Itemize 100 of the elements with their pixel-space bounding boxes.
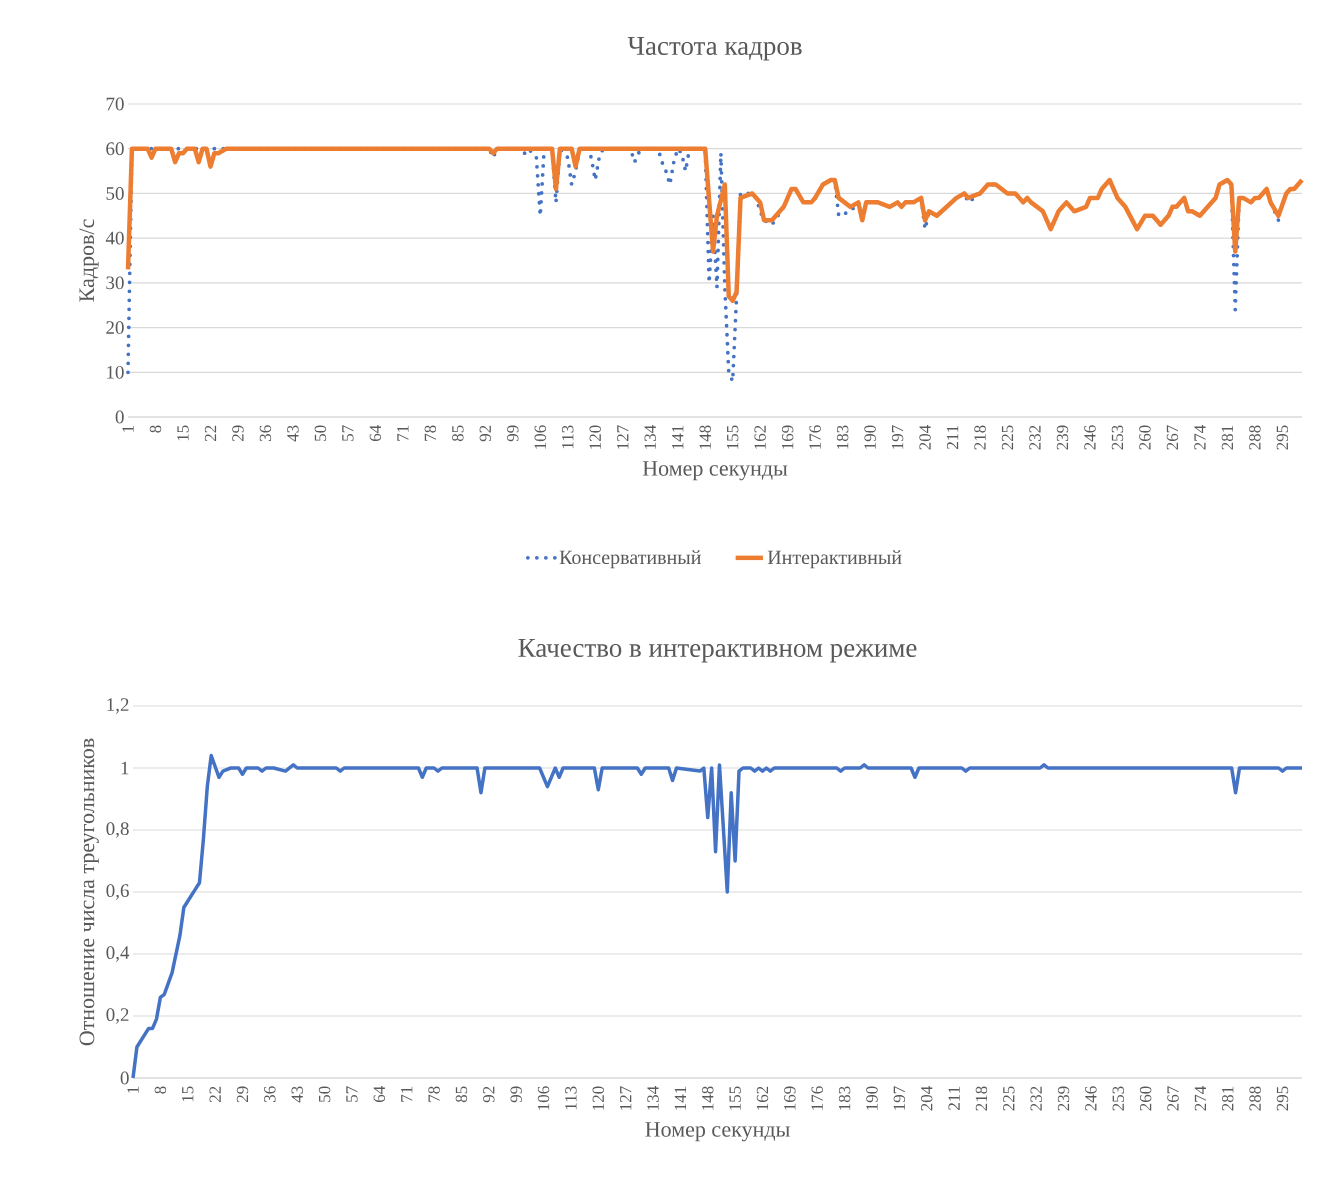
x-tick-label: 183 [836,425,849,449]
x-tick-label: 239 [1057,1086,1070,1111]
x-tick-label: 204 [920,1086,933,1111]
x-tick-label: 43 [287,425,299,442]
chart-title: Частота кадров [627,37,802,61]
x-tick-label: 113 [565,1086,577,1110]
x-tick-label: 43 [291,1086,303,1103]
x-tick-label: 50 [318,1086,331,1102]
x-tick-label: 281 [1221,425,1234,450]
line-series [125,146,1305,303]
x-tick-label: 253 [1111,425,1124,450]
y-tick-label: 30 [106,276,124,290]
x-tick-label: 148 [702,1086,714,1110]
x-tick-label: 8 [154,1086,167,1094]
y-tick-label: 1,2 [107,698,129,714]
x-tick-label: 197 [893,1086,906,1110]
x-tick-label: 253 [1112,1086,1124,1111]
x-tick-label: 85 [455,1086,468,1103]
x-tick-label: 134 [647,1086,659,1110]
x-tick-label: 281 [1222,1086,1234,1111]
x-tick-label: 295 [1276,425,1289,450]
x-tick-label: 246 [1085,1086,1097,1111]
x-tick-label: 64 [369,425,382,442]
x-tick-label: 267 [1167,1086,1179,1111]
x-tick-label: 15 [177,425,189,441]
x-tick-label: 218 [975,1086,988,1111]
x-tick-label: 211 [948,1086,960,1110]
y-tick-label: 60 [106,142,124,156]
x-tick-label: 113 [562,425,574,449]
x-tick-label: 71 [401,1086,413,1102]
x-tick-label: 36 [264,1086,276,1102]
x-tick-label: 127 [617,425,629,449]
x-tick-label: 36 [259,425,272,441]
y-tick-label: 0,8 [106,822,129,838]
x-tick-label: 22 [209,1086,221,1103]
x-tick-label: 155 [729,1086,741,1110]
y-tick-label: 0,4 [106,946,130,962]
x-tick-label: 50 [314,425,327,441]
x-tick-label: 99 [507,425,519,442]
x-tick-label: 274 [1194,425,1206,450]
x-tick-label: 274 [1194,1086,1207,1111]
y-tick-label: 40 [105,231,124,245]
legend-label: Интерактивный [767,550,902,569]
y-tick-label: 0,2 [106,1008,129,1024]
x-tick-label: 176 [811,1086,823,1110]
x-tick-label: 288 [1249,1086,1261,1111]
x-tick-label: 176 [809,425,821,449]
x-tick-label: 260 [1139,425,1151,450]
x-tick-label: 218 [974,425,986,450]
x-tick-label: 239 [1056,425,1069,450]
y-tick-label: 70 [106,97,124,111]
x-tick-label: 120 [589,425,601,449]
x-tick-label: 8 [149,425,162,433]
x-tick-label: 64 [373,1086,386,1103]
x-tick-label: 190 [866,1086,878,1110]
x-tick-label: 57 [346,1086,358,1102]
x-tick-label: 57 [342,425,354,441]
x-tick-label: 141 [672,425,684,449]
x-tick-label: 246 [1084,425,1096,450]
x-tick-label: 99 [510,1086,522,1103]
y-tick-label: 0 [120,1071,129,1085]
x-tick-label: 169 [781,425,794,449]
y-tick-label: 10 [107,365,124,379]
x-axis-title: Номер секунды [642,461,788,481]
x-tick-label: 71 [397,425,409,441]
y-tick-label: 1 [121,761,129,775]
y-tick-label: 20 [106,321,124,334]
x-tick-label: 190 [864,425,876,449]
x-tick-label: 225 [1001,425,1014,450]
x-tick-label: 162 [756,1086,769,1110]
x-tick-label: 232 [1029,425,1041,450]
x-tick-label: 183 [838,1086,851,1110]
x-tick-label: 15 [182,1086,194,1102]
x-tick-label: 141 [674,1086,686,1110]
x-tick-label: 106 [537,1086,550,1110]
x-tick-label: 29 [232,425,244,442]
x-tick-label: 29 [236,1086,249,1103]
x-tick-label: 155 [726,425,739,449]
x-axis-title: Номер секунды [645,1122,790,1142]
x-tick-label: 225 [1003,1086,1015,1111]
x-tick-label: 106 [534,425,547,449]
x-tick-label: 92 [479,425,492,442]
x-tick-label: 162 [754,425,766,449]
x-tick-label: 148 [699,425,711,449]
y-tick-label: 0,6 [106,884,129,900]
x-tick-label: 78 [424,425,437,441]
legend-label: Консервативный [559,550,701,569]
x-tick-label: 267 [1166,425,1179,450]
x-tick-label: 1 [127,1086,139,1093]
x-tick-label: 288 [1249,425,1261,450]
x-tick-label: 85 [452,425,464,442]
y-tick-label: 50 [106,187,124,200]
x-tick-label: 204 [919,425,931,450]
x-tick-label: 169 [784,1086,796,1110]
x-tick-label: 197 [891,425,904,449]
x-tick-label: 260 [1139,1086,1152,1111]
x-tick-label: 232 [1030,1086,1042,1111]
x-tick-label: 134 [644,425,656,449]
x-tick-label: 295 [1276,1086,1289,1111]
x-tick-label: 120 [592,1086,605,1110]
